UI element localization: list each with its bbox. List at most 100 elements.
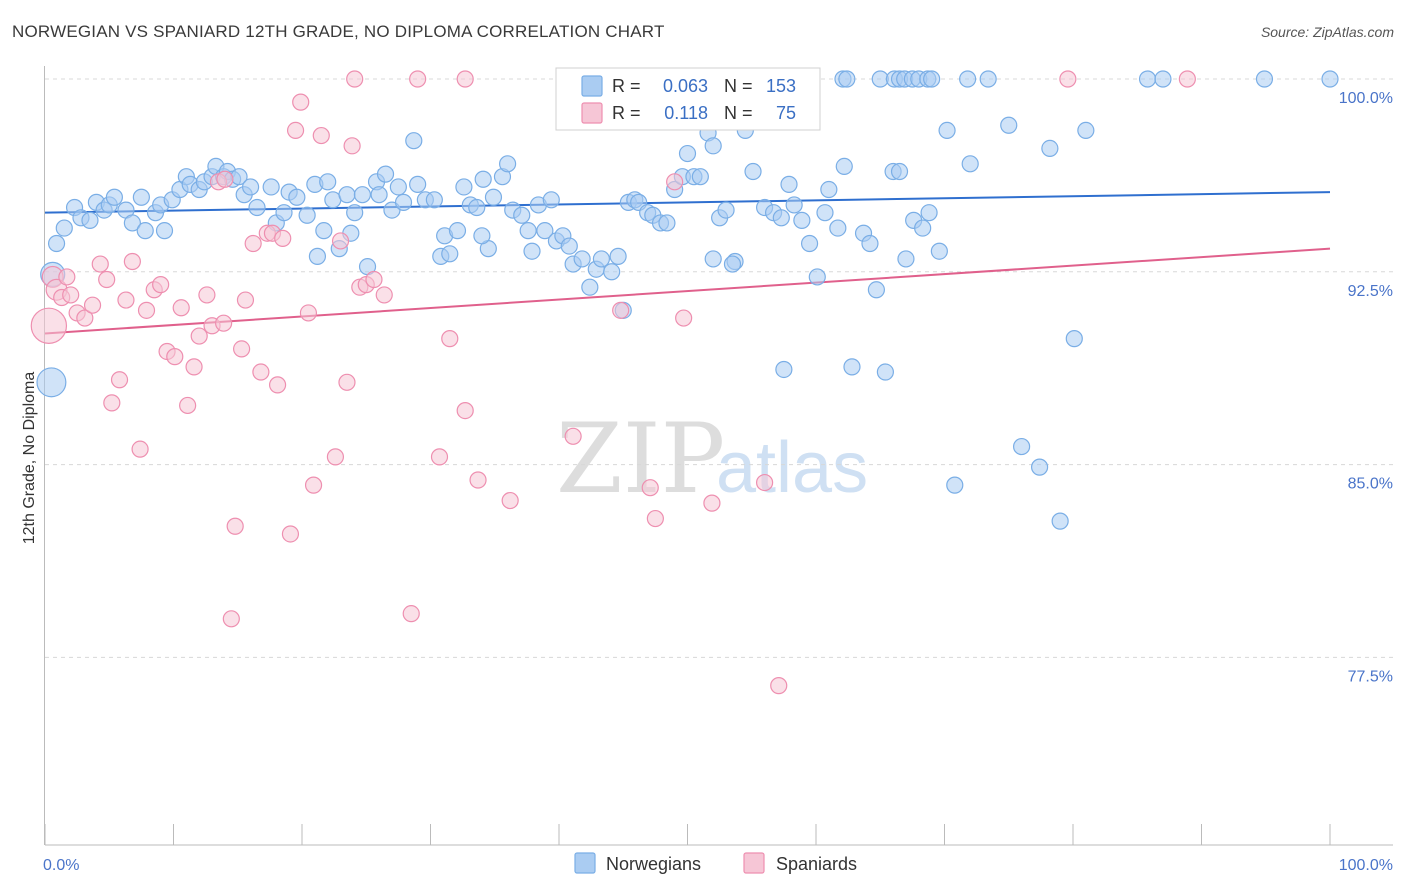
norwegian-point (890, 162, 909, 181)
spaniard-point (172, 299, 190, 317)
norwegian-point (123, 214, 141, 232)
spaniard-point (216, 170, 234, 188)
norwegian-point (136, 222, 154, 240)
norwegian-point (513, 206, 531, 224)
norwegian-point (536, 222, 554, 240)
source-label: Source: ZipAtlas.com (1260, 24, 1394, 40)
norwegian-point (959, 70, 977, 88)
norwegian-point (484, 188, 503, 206)
norwegian-point (920, 204, 938, 222)
spaniard-point (612, 301, 630, 319)
spaniard-point (166, 348, 184, 366)
norwegian-point (346, 204, 364, 222)
norwegian-point (843, 358, 861, 376)
x-tick-label-min: 0.0% (43, 857, 79, 874)
spaniard-point (326, 448, 345, 466)
norwegian-point (581, 278, 599, 296)
norwegian-point (723, 255, 742, 273)
spaniard-point (666, 173, 684, 191)
norwegian-point (315, 222, 333, 240)
spaniard-point (103, 394, 121, 412)
norwegian-point (560, 237, 578, 255)
spaniard-point (185, 358, 203, 376)
norwegian-point (338, 186, 356, 204)
norwegian-point (678, 144, 697, 163)
norwegian-point (867, 281, 885, 299)
spaniard-point (292, 93, 310, 111)
spaniard-point (564, 427, 582, 445)
data-points (30, 70, 1339, 695)
series-swatch-spaniards (743, 852, 765, 874)
spaniard-point (456, 70, 474, 88)
grid-lines: 100.0% 92.5% 85.0% 77.5% (45, 78, 1393, 685)
spaniard-point (215, 314, 233, 332)
spaniard-point (190, 327, 208, 345)
norwegian-point (1077, 121, 1095, 140)
norwegian-point (242, 178, 260, 196)
norwegian-point (785, 196, 803, 214)
spaniard-point (304, 476, 323, 494)
norwegian-point (353, 186, 371, 204)
spaniard-point (83, 296, 102, 314)
spaniard-point (252, 363, 270, 381)
norwegian-point (47, 234, 66, 253)
norwegian-point (308, 247, 327, 265)
series-name-norwegians: Norwegians (606, 854, 701, 874)
norwegian-point (425, 191, 443, 209)
spaniard-point (268, 376, 287, 394)
spaniard-point (137, 301, 156, 319)
norwegian-point (775, 360, 793, 379)
legend-n-value: 75 (776, 103, 796, 123)
norwegian-point (394, 193, 413, 211)
norwegian-point (1154, 70, 1172, 88)
norwegian-point (816, 204, 834, 222)
norwegian-point (861, 234, 879, 253)
spaniard-point (244, 234, 262, 253)
legend: R = 0.063 N = 153 R = 0.118 N = 75 (555, 67, 821, 131)
norwegian-point (370, 186, 388, 204)
norwegian-point (132, 188, 150, 206)
spaniard-point (1059, 70, 1077, 88)
norwegian-point (448, 222, 467, 240)
norwegian-point (897, 250, 915, 268)
norwegian-point (1030, 458, 1049, 476)
spaniard-point (343, 137, 361, 155)
norwegian-point (1051, 512, 1069, 530)
legend-r-value: 0.118 (664, 103, 708, 123)
legend-n-label: N = (724, 103, 753, 123)
y-tick-label: 100.0% (1339, 90, 1393, 107)
spaniard-point (58, 268, 76, 286)
legend-n-value: 153 (766, 76, 796, 96)
spaniard-point (641, 479, 659, 497)
spaniard-point (233, 340, 251, 358)
norwegian-point (155, 222, 174, 240)
y-axis-label: 12th Grade, No Diploma (21, 372, 38, 545)
norwegian-point (542, 191, 560, 209)
spaniard-point (409, 70, 427, 88)
legend-r-label: R = (612, 103, 641, 123)
spaniard-point (375, 286, 393, 304)
norwegian-point (876, 363, 894, 381)
spaniard-point (226, 517, 244, 535)
y-tick-label: 85.0% (1348, 476, 1393, 493)
norwegian-point (930, 242, 948, 260)
norwegian-point (405, 132, 423, 150)
norwegian-point (1041, 139, 1059, 158)
norwegian-point (81, 211, 99, 229)
spaniard-point (402, 605, 420, 623)
norwegian-point (979, 70, 997, 88)
spaniard-point (703, 494, 721, 512)
trend-line-spaniards (44, 247, 1331, 335)
spaniard-point (346, 70, 364, 88)
norwegian-point (1012, 437, 1031, 456)
y-tick-label: 92.5% (1348, 283, 1393, 300)
spaniard-point (338, 373, 356, 391)
spaniard-point (62, 286, 80, 304)
watermark-zip: ZIP (556, 403, 725, 515)
norwegian-point (744, 162, 762, 181)
spaniard-point (1178, 70, 1196, 88)
norwegian-point (441, 245, 459, 263)
spaniard-point (152, 276, 170, 294)
norwegian-point (298, 206, 316, 224)
